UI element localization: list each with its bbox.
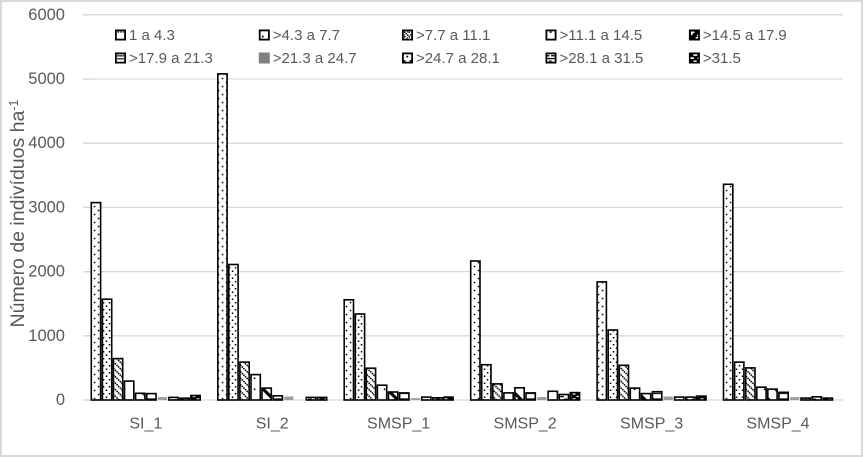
svg-text:SMSP_4: SMSP_4 xyxy=(746,416,809,433)
svg-text:SMSP_2: SMSP_2 xyxy=(494,416,557,433)
svg-text:>7.7 a 11.1: >7.7 a 11.1 xyxy=(416,27,490,44)
svg-text:SMSP_1: SMSP_1 xyxy=(367,416,430,433)
svg-text:>11.1 a 14.5: >11.1 a 14.5 xyxy=(560,27,643,44)
svg-text:1 a 4.3: 1 a 4.3 xyxy=(129,27,175,44)
svg-text:0: 0 xyxy=(56,391,65,409)
svg-text:SI_2: SI_2 xyxy=(256,416,289,433)
svg-text:Número de indivíduos ha-1: Número de indivíduos ha-1 xyxy=(7,100,29,328)
svg-text:>21.3 a 24.7: >21.3 a 24.7 xyxy=(273,50,357,67)
svg-text:6000: 6000 xyxy=(28,6,65,24)
svg-text:SI_1: SI_1 xyxy=(129,416,162,433)
svg-text:>28.1 a 31.5: >28.1 a 31.5 xyxy=(560,50,644,67)
svg-text:>31.5: >31.5 xyxy=(703,50,741,67)
svg-text:>24.7 a 28.1: >24.7 a 28.1 xyxy=(416,50,500,67)
svg-text:>17.9 a 21.3: >17.9 a 21.3 xyxy=(129,50,213,67)
svg-text:SMSP_3: SMSP_3 xyxy=(620,416,683,433)
svg-text:3000: 3000 xyxy=(28,198,65,216)
svg-text:2000: 2000 xyxy=(28,263,65,281)
svg-text:4000: 4000 xyxy=(28,134,65,152)
svg-text:5000: 5000 xyxy=(28,70,65,88)
svg-text:>14.5 a 17.9: >14.5 a 17.9 xyxy=(703,27,787,44)
svg-text:1000: 1000 xyxy=(28,327,65,345)
svg-text:>4.3 a 7.7: >4.3 a 7.7 xyxy=(273,27,340,44)
